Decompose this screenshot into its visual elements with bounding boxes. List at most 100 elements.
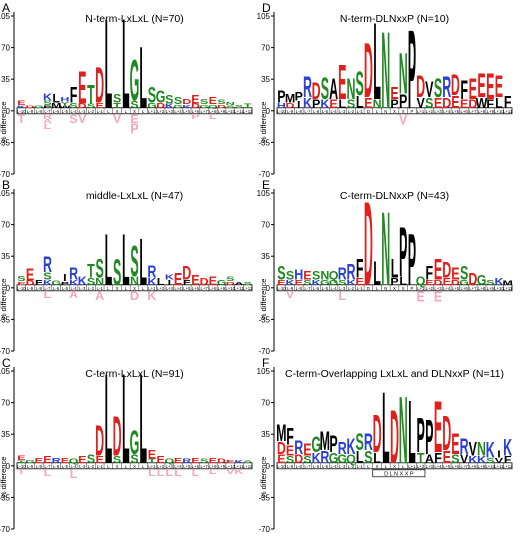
logo-letter: Q bbox=[346, 452, 356, 466]
logo-letter: E bbox=[434, 95, 442, 111]
logo-letter: R bbox=[69, 265, 78, 284]
y-tick-label: -35 bbox=[0, 138, 11, 147]
position-label: L+11 bbox=[234, 109, 244, 114]
logo-letter: H bbox=[294, 266, 303, 282]
logo-letter: R bbox=[338, 439, 347, 458]
position-strip bbox=[16, 107, 253, 115]
position-label: L-9 bbox=[27, 286, 34, 291]
logo-letter: Q bbox=[416, 274, 426, 288]
position-label: L+3 bbox=[166, 109, 174, 114]
logo-letter: K bbox=[312, 279, 322, 287]
logo-letter: E bbox=[209, 96, 218, 106]
position-label: L+6 bbox=[192, 109, 200, 114]
position-label: L bbox=[107, 464, 110, 469]
position-label: L+7 bbox=[469, 109, 477, 114]
logo-letter: Q bbox=[164, 458, 174, 465]
position-label: L-4 bbox=[70, 286, 77, 291]
logo-letter: M bbox=[51, 102, 61, 110]
logo-letter: D bbox=[191, 103, 200, 110]
logo-letter: P bbox=[390, 97, 398, 111]
position-label: L-9 bbox=[287, 286, 294, 291]
logo-letter: E bbox=[43, 455, 52, 465]
position-label: L-10 bbox=[17, 464, 26, 469]
y-tick-label: 105 bbox=[0, 189, 11, 198]
logo-letter-depleted: T bbox=[18, 112, 26, 126]
position-label: L bbox=[125, 286, 128, 291]
logo-letter: E bbox=[209, 274, 217, 288]
logo-letter-depleted: L bbox=[157, 468, 165, 478]
position-label: L+8 bbox=[209, 286, 217, 291]
logo-letter: N bbox=[399, 379, 408, 484]
y-tick-label: 35 bbox=[1, 75, 10, 84]
position-label: P bbox=[410, 286, 413, 291]
logo-letter: S bbox=[113, 251, 121, 292]
position-label: L+1 bbox=[148, 109, 156, 114]
logo-letter: S bbox=[356, 429, 364, 457]
position-label: L+5 bbox=[183, 286, 191, 291]
panel-letter: B bbox=[2, 178, 10, 192]
position-label: L-5 bbox=[62, 464, 69, 469]
position-label: L+10 bbox=[494, 109, 504, 114]
logo-letter: S bbox=[130, 452, 138, 466]
position-label: L+5 bbox=[443, 464, 451, 469]
logo-letter: F bbox=[504, 455, 512, 465]
position-label: N bbox=[384, 286, 387, 291]
logo-letter: S bbox=[286, 269, 294, 283]
logo-letter: S bbox=[235, 104, 243, 110]
logo-letter: F bbox=[504, 93, 512, 112]
logo-letter: E bbox=[356, 277, 365, 287]
y-tick-label: 70 bbox=[1, 399, 10, 408]
logo-letter: E bbox=[191, 92, 199, 106]
logo-letter: R bbox=[346, 260, 355, 285]
position-label: L-7 bbox=[304, 109, 311, 114]
logo-letter: P bbox=[329, 431, 337, 459]
logo-letter: S bbox=[434, 74, 442, 104]
logo-letter: R bbox=[460, 434, 469, 459]
logo-letter: L bbox=[495, 95, 503, 111]
logo-letter: G bbox=[51, 280, 61, 287]
logo-letter: P bbox=[399, 91, 407, 112]
logo-letter-depleted: L bbox=[174, 468, 182, 478]
logo-letter-depleted: K bbox=[147, 289, 156, 303]
logo-letter: L bbox=[139, 349, 147, 491]
position-label: L-5 bbox=[322, 464, 329, 469]
logo-letter: G bbox=[459, 279, 469, 287]
logo-letter: E bbox=[78, 455, 87, 465]
logo-letter: D bbox=[416, 69, 425, 105]
position-label: L+5 bbox=[452, 109, 460, 114]
position-label: L+10 bbox=[225, 464, 235, 469]
logo-letter: K bbox=[486, 438, 495, 463]
logo-letter: K bbox=[147, 277, 156, 287]
logo-letter: F bbox=[460, 76, 468, 106]
logo-letter-depleted: L bbox=[166, 468, 174, 478]
logo-letter: N bbox=[130, 274, 139, 288]
y-tick-label: -70 bbox=[258, 347, 270, 356]
logo-letter: P bbox=[399, 212, 407, 291]
logo-letter: L bbox=[105, 0, 113, 136]
y-tick-label: 0 bbox=[6, 284, 11, 293]
position-label: L-9 bbox=[287, 464, 294, 469]
logo-letter: L bbox=[373, 450, 381, 466]
position-label: L+11 bbox=[234, 286, 244, 291]
logo-letter: Q bbox=[329, 269, 339, 283]
position-label: L+11 bbox=[494, 464, 504, 469]
logo-letter: L bbox=[338, 97, 346, 111]
logo-letter: L bbox=[122, 0, 130, 136]
y-tick-label: 105 bbox=[257, 189, 271, 198]
y-tick-label: 105 bbox=[0, 12, 11, 21]
position-label: L-2 bbox=[88, 464, 95, 469]
position-label: L+12 bbox=[243, 286, 253, 291]
panel-c: C C-term-LxLxL (N=91) 105 70 35 0 -35 -70 % diff… bbox=[0, 349, 253, 534]
position-label: L+7 bbox=[460, 464, 468, 469]
logo-letter: E bbox=[460, 97, 468, 111]
logo-letter: G bbox=[199, 104, 209, 110]
logo-letter-depleted: V bbox=[226, 468, 235, 476]
panel-f: F C-term-Overlapping LxLxL and DLNxxP (N=… bbox=[257, 356, 513, 534]
logo-letter: S bbox=[460, 263, 468, 284]
logo-letter: S bbox=[286, 455, 295, 465]
y-tick-label: 70 bbox=[261, 44, 270, 53]
position-label: L+7 bbox=[469, 286, 477, 291]
logo-letter: D bbox=[217, 458, 226, 465]
